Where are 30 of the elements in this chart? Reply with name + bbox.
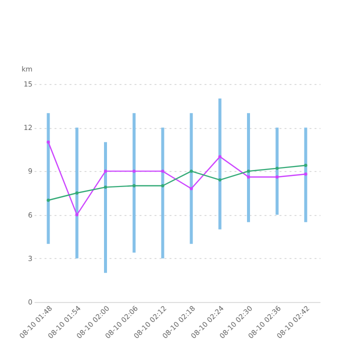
bar (190, 113, 193, 244)
point (246, 175, 250, 179)
point (218, 178, 222, 182)
point (75, 191, 78, 195)
point (132, 184, 136, 188)
point (304, 164, 308, 167)
point (218, 155, 222, 158)
point (190, 170, 193, 173)
point (161, 184, 164, 188)
point (132, 170, 136, 173)
point (276, 166, 279, 170)
bar (132, 113, 136, 253)
bar (104, 142, 107, 273)
point (75, 213, 78, 216)
point (46, 198, 50, 202)
bar (276, 128, 279, 215)
bar (161, 128, 164, 258)
point (46, 140, 50, 144)
bar (46, 113, 50, 244)
point (104, 170, 108, 173)
point (104, 186, 108, 189)
bar (247, 113, 250, 222)
point (161, 170, 164, 173)
bar (75, 128, 78, 258)
bar (304, 128, 308, 222)
point (246, 170, 250, 173)
point (190, 187, 193, 190)
point (276, 175, 279, 179)
bar (218, 98, 222, 230)
point (304, 172, 308, 176)
